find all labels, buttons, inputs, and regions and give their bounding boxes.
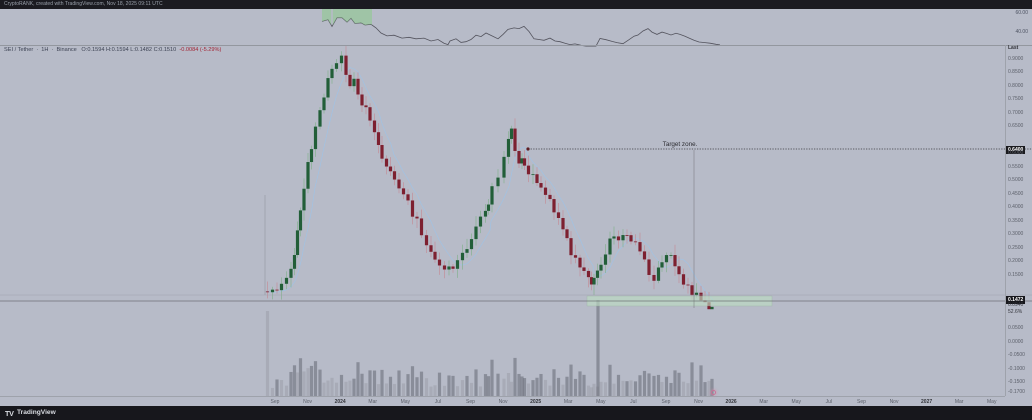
svg-text:Target zone.: Target zone. [663,141,698,148]
